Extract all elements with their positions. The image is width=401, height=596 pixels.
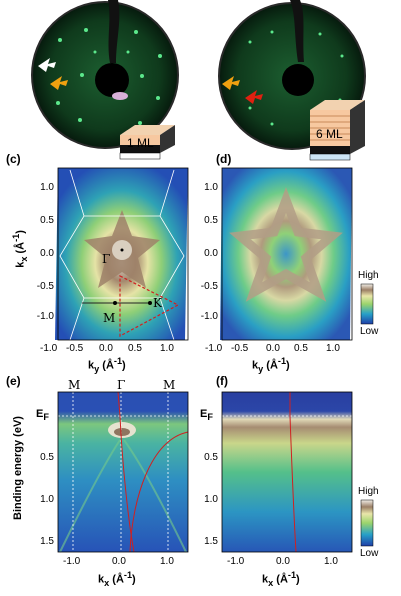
orange-arrow: [50, 76, 68, 90]
d-xtick: -0.5: [231, 343, 249, 354]
e-xtick: -1.0: [63, 556, 81, 567]
f-ef-label: EF: [200, 408, 213, 423]
e-xtick: 0.0: [112, 556, 126, 567]
frame-e: [57, 391, 189, 553]
fermi-surface-1ml: [55, 168, 188, 341]
e-ef-label: EF: [36, 408, 49, 423]
e-ytick: 1.5: [40, 536, 54, 547]
f-xtick: 0.0: [276, 556, 290, 567]
d-ytick: 0.5: [204, 215, 218, 226]
symbol-k: K: [153, 296, 162, 310]
thickness-6ml: 6 ML: [316, 127, 343, 141]
panel-label-a: (a): [6, 4, 21, 18]
f-xtick: -1.0: [227, 556, 245, 567]
e-xlabel: kx (Å-1): [98, 570, 136, 588]
frame-d: [221, 167, 353, 341]
c-ytick: 1.0: [40, 182, 54, 193]
d-xtick: -1.0: [205, 343, 223, 354]
panel-label-d: (d): [216, 152, 232, 166]
f-ytick: 0.5: [204, 452, 218, 463]
d-ytick: 1.0: [204, 182, 218, 193]
f-xtick: 1.0: [324, 556, 338, 567]
frame-c: [57, 167, 189, 341]
cbar-low: Low: [360, 326, 379, 337]
c-xtick: -0.5: [66, 343, 84, 354]
arpes-spectrum-6ml: [222, 392, 352, 553]
c-xtick: 0.0: [99, 343, 113, 354]
red-arrow: [245, 90, 263, 104]
d-xtick: 1.0: [326, 343, 340, 354]
fermi-surface-6ml: [220, 168, 352, 340]
c-ytick: -0.5: [36, 281, 54, 292]
d-xlabel: ky (Å-1): [252, 356, 290, 374]
c-xlabel: ky (Å-1): [88, 356, 126, 374]
e-xtick: 1.0: [160, 556, 174, 567]
e-ytick: 0.5: [40, 452, 54, 463]
c-xtick: 0.5: [128, 343, 142, 354]
c-ytick: 0.5: [40, 215, 54, 226]
cbar2-high: High: [358, 486, 379, 497]
f-ytick: 1.5: [204, 536, 218, 547]
white-arrow: [38, 58, 56, 72]
d-ytick: -1.0: [200, 311, 218, 322]
e-top-m-left: M: [68, 378, 81, 392]
e-top-m-right: M: [163, 378, 176, 392]
cbar2-low: Low: [360, 548, 379, 559]
f-xlabel: kx (Å-1): [262, 570, 300, 588]
e-ytick: 1.0: [40, 494, 54, 505]
symbol-m: M: [103, 311, 116, 325]
d-ytick: 0.0: [204, 248, 218, 259]
d-xtick: 0.5: [294, 343, 308, 354]
c-ytick: 0.0: [40, 248, 54, 259]
arpes-spectrum-1ml: [58, 391, 189, 553]
colorbar-arpes: [360, 499, 374, 547]
leed-pattern-1ml: [31, 0, 179, 149]
d-ytick: -0.5: [200, 281, 218, 292]
cbar-high: High: [358, 270, 379, 281]
substrate-stack-1ml: [119, 125, 175, 160]
panel-label-f: (f): [216, 374, 228, 388]
orange-arrow-b: [222, 76, 240, 90]
c-xtick: 1.0: [160, 343, 174, 354]
f-ytick: 1.0: [204, 494, 218, 505]
symbol-gamma: Γ: [102, 252, 111, 266]
d-xtick: 0.0: [266, 343, 280, 354]
panel-label-b: (b): [188, 4, 204, 18]
thickness-1ml: 1 ML: [127, 136, 154, 150]
substrate-stack-6ml: [309, 100, 365, 161]
colorbar-fs: [360, 283, 374, 325]
c-xtick: -1.0: [40, 343, 58, 354]
c-ylabel: kx (Å-1): [11, 230, 29, 268]
e-top-gamma: Γ: [117, 378, 126, 392]
panel-label-e: (e): [6, 374, 21, 388]
be-ylabel: Binding energy (eV): [12, 416, 24, 520]
frame-f: [221, 391, 353, 553]
c-ytick: -1.0: [36, 311, 54, 322]
panel-label-c: (c): [6, 152, 21, 166]
